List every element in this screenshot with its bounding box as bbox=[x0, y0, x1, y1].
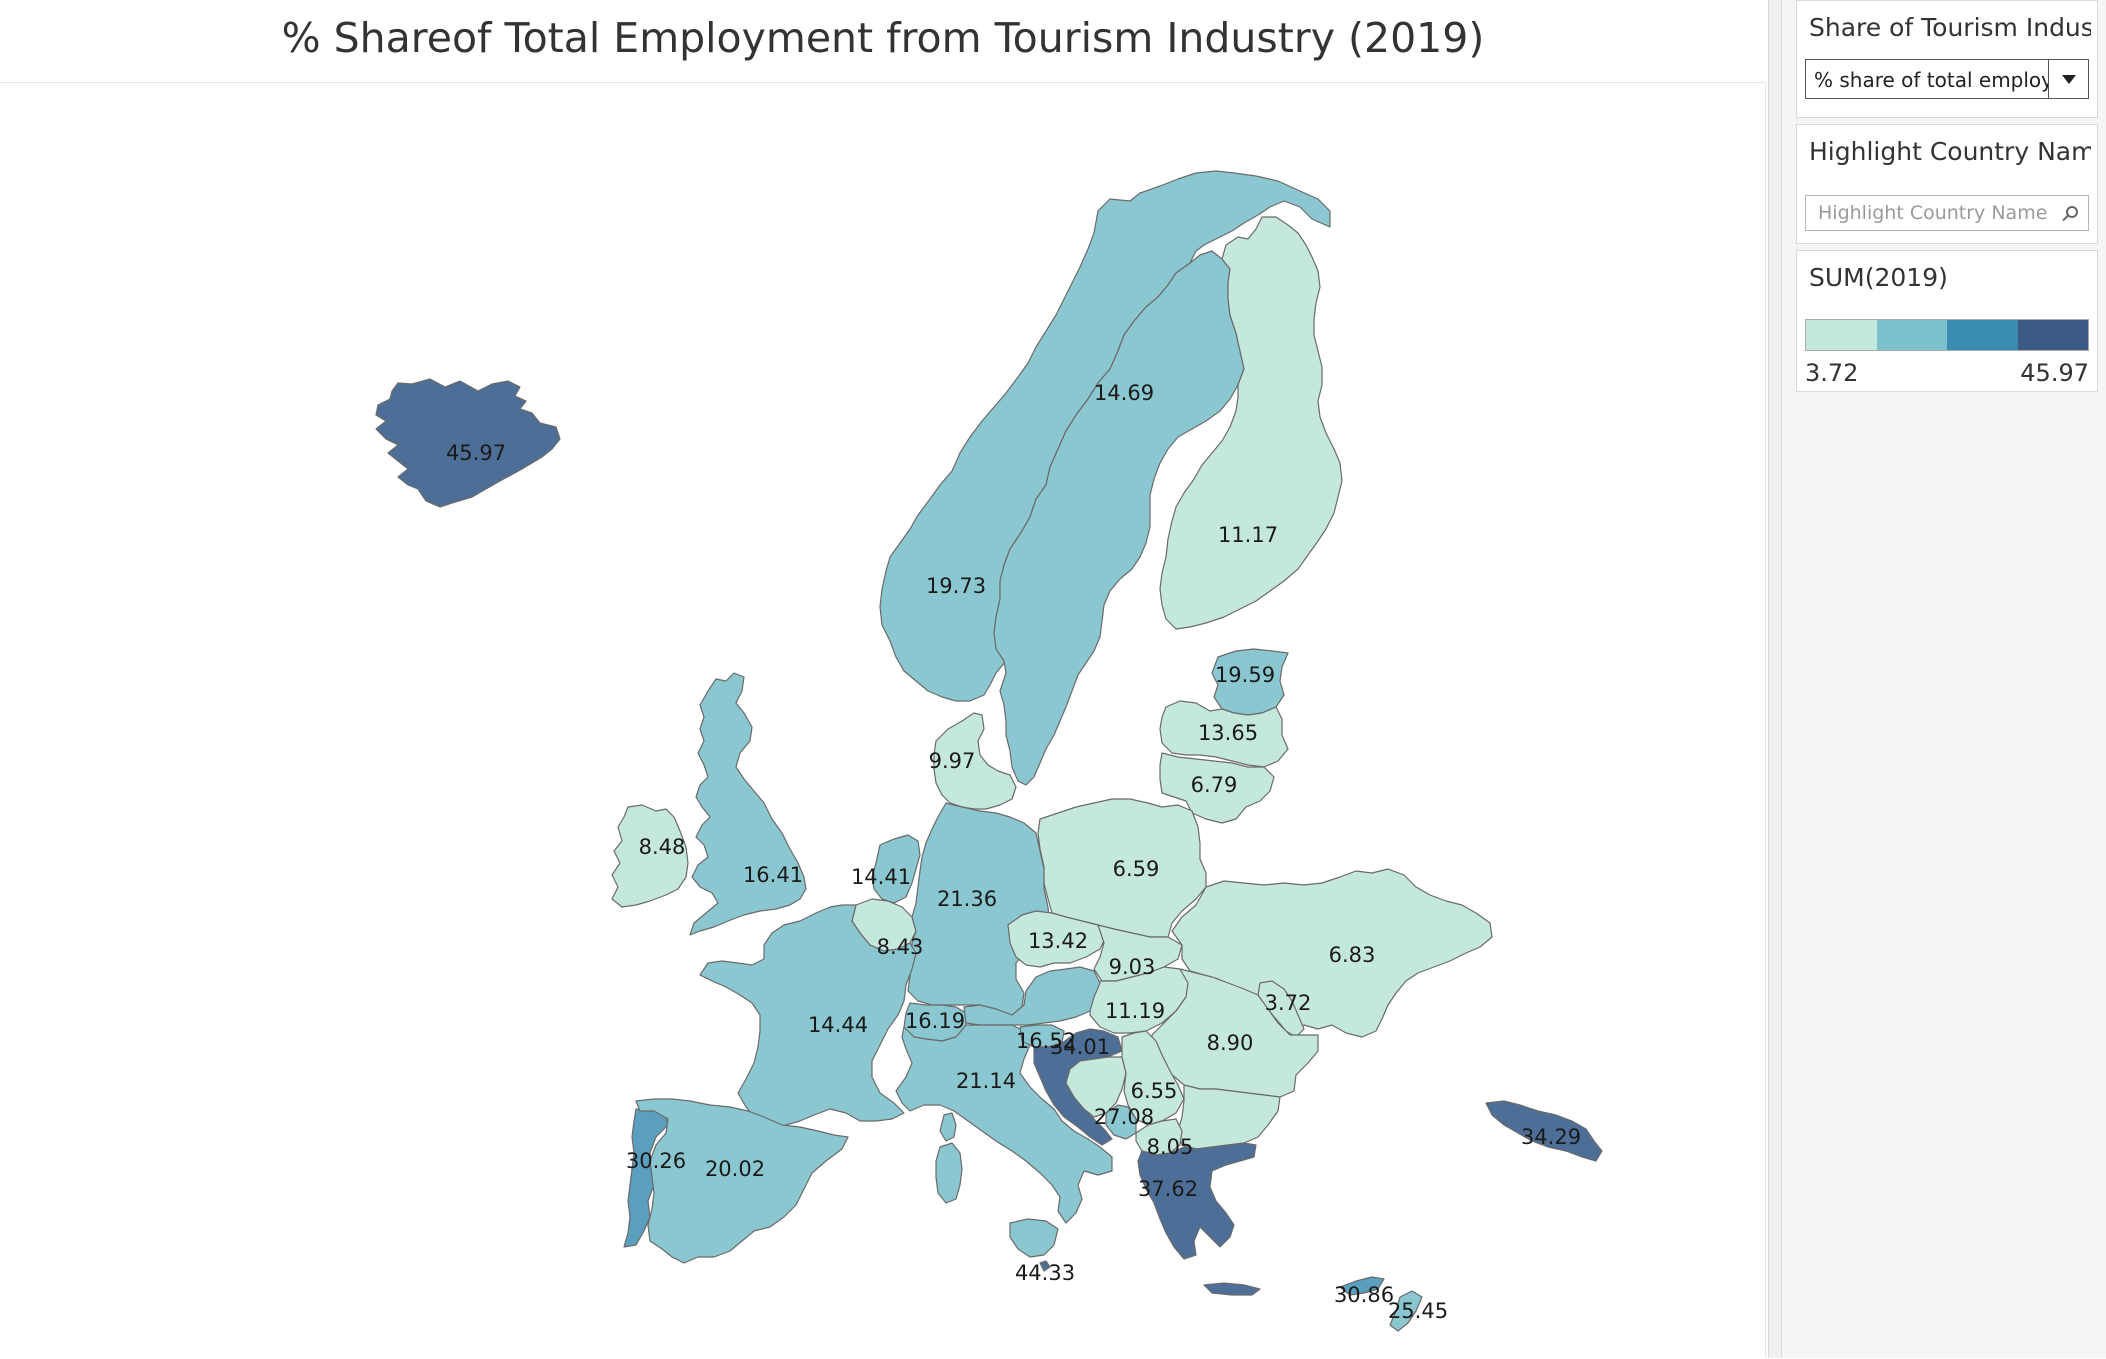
value-label-france: 14.44 bbox=[808, 1013, 868, 1037]
value-label-poland: 6.59 bbox=[1113, 857, 1160, 881]
value-label-slovenia: 16.52 bbox=[1016, 1029, 1076, 1053]
value-label-iceland: 45.97 bbox=[446, 441, 506, 465]
value-label-moldova: 3.72 bbox=[1265, 991, 1312, 1015]
value-label-denmark: 9.97 bbox=[929, 749, 976, 773]
value-label-italy: 21.14 bbox=[956, 1069, 1016, 1093]
value-label-netherlands: 14.41 bbox=[851, 865, 911, 889]
region-poland[interactable] bbox=[1037, 798, 1207, 938]
region-georgia[interactable] bbox=[1485, 1100, 1603, 1162]
region-ireland[interactable] bbox=[611, 804, 689, 908]
legend-card: SUM(2019) 3.72 45.97 bbox=[1796, 250, 2098, 392]
value-label-hungary: 11.19 bbox=[1105, 999, 1165, 1023]
highlight-search-box[interactable] bbox=[1805, 195, 2089, 231]
legend-swatch bbox=[2017, 320, 2088, 350]
region-malta[interactable] bbox=[1039, 1260, 1051, 1272]
region-portugal[interactable] bbox=[623, 1108, 669, 1248]
highlight-search-input[interactable] bbox=[1812, 200, 2054, 226]
value-label-lithuania: 6.79 bbox=[1191, 773, 1238, 797]
region-spain[interactable] bbox=[635, 1098, 849, 1264]
value-label-ireland: 8.48 bbox=[639, 835, 686, 859]
search-icon[interactable] bbox=[2066, 206, 2078, 218]
value-label-sweden: 14.69 bbox=[1094, 381, 1154, 405]
region-bosnia[interactable] bbox=[1065, 1056, 1127, 1118]
measure-dropdown[interactable]: % share of total employ... bbox=[1805, 59, 2089, 99]
value-label-spain: 20.02 bbox=[705, 1157, 765, 1181]
highlight-title: Highlight Country Name bbox=[1809, 137, 2091, 166]
region-denmark[interactable] bbox=[933, 712, 1017, 810]
dashboard-title: % Shareof Total Employment from Tourism … bbox=[281, 14, 1485, 62]
region-cyprus-north[interactable] bbox=[1339, 1276, 1385, 1296]
value-label-czechia: 13.42 bbox=[1028, 929, 1088, 953]
legend-swatch bbox=[1947, 320, 2018, 350]
value-label-croatia: 34.01 bbox=[1050, 1035, 1110, 1059]
region-cyprus[interactable] bbox=[1389, 1290, 1423, 1332]
value-label-romania: 8.90 bbox=[1207, 1031, 1254, 1055]
dropdown-selected-value: % share of total employ... bbox=[1814, 68, 2048, 92]
region-serbia[interactable] bbox=[1121, 1030, 1185, 1126]
region-iceland[interactable] bbox=[375, 378, 561, 508]
region-lithuania[interactable] bbox=[1159, 752, 1275, 824]
value-label-switzerland: 16.19 bbox=[905, 1009, 965, 1033]
side-panel: Share of Tourism Indust... % share of to… bbox=[1782, 0, 2106, 1358]
highlight-card: Highlight Country Name bbox=[1796, 124, 2098, 244]
region-italy-sicily[interactable] bbox=[1009, 1218, 1059, 1258]
value-label-malta: 44.33 bbox=[1015, 1261, 1075, 1285]
value-label-montenegro: 27.08 bbox=[1094, 1105, 1154, 1129]
region-italy-sardinia[interactable] bbox=[935, 1142, 963, 1204]
value-label-greece: 37.62 bbox=[1138, 1177, 1198, 1201]
europe-map[interactable]: 45.97 19.73 14.69 11.17 19.59 13.65 6.79… bbox=[0, 83, 1766, 1359]
value-label-cyprus: 25.45 bbox=[1388, 1299, 1448, 1323]
value-label-georgia: 34.29 bbox=[1521, 1125, 1581, 1149]
value-label-belgium: 8.43 bbox=[877, 935, 924, 959]
value-label-portugal: 30.26 bbox=[626, 1149, 686, 1173]
value-label-serbia: 6.55 bbox=[1131, 1079, 1178, 1103]
value-label-slovakia: 9.03 bbox=[1109, 955, 1156, 979]
value-label-cyprus-north: 30.86 bbox=[1334, 1283, 1394, 1307]
region-netherlands[interactable] bbox=[871, 834, 921, 904]
map-panel[interactable]: 45.97 19.73 14.69 11.17 19.59 13.65 6.79… bbox=[0, 82, 1766, 1358]
legend-swatch bbox=[1876, 320, 1947, 350]
region-greece[interactable] bbox=[1137, 1142, 1257, 1260]
chevron-down-icon[interactable] bbox=[2048, 60, 2088, 98]
value-label-north-macedonia: 8.05 bbox=[1147, 1135, 1194, 1159]
filter-title: Share of Tourism Indust... bbox=[1809, 13, 2091, 42]
region-sweden[interactable] bbox=[993, 250, 1245, 786]
value-label-norway: 19.73 bbox=[926, 574, 986, 598]
legend-min-label: 3.72 bbox=[1805, 359, 1859, 387]
value-label-uk: 16.41 bbox=[743, 863, 803, 887]
region-north-macedonia[interactable] bbox=[1135, 1118, 1183, 1156]
region-finland[interactable] bbox=[1159, 216, 1343, 630]
region-czechia[interactable] bbox=[1007, 910, 1107, 968]
legend-swatch bbox=[1806, 320, 1877, 350]
panel-divider[interactable] bbox=[1768, 0, 1782, 1358]
region-france-corsica[interactable] bbox=[939, 1112, 957, 1142]
color-ramp bbox=[1805, 319, 2089, 351]
value-label-ukraine: 6.83 bbox=[1329, 943, 1376, 967]
region-uk[interactable] bbox=[689, 672, 807, 936]
region-greece-crete[interactable] bbox=[1203, 1282, 1261, 1296]
filter-card: Share of Tourism Indust... % share of to… bbox=[1796, 0, 2098, 118]
legend-title: SUM(2019) bbox=[1809, 263, 1948, 292]
value-label-latvia: 13.65 bbox=[1198, 721, 1258, 745]
region-latvia[interactable] bbox=[1159, 700, 1289, 768]
value-label-estonia: 19.59 bbox=[1215, 663, 1275, 687]
value-label-finland: 11.17 bbox=[1218, 523, 1278, 547]
region-italy[interactable] bbox=[895, 1024, 1113, 1224]
legend-max-label: 45.97 bbox=[2020, 359, 2089, 387]
value-label-germany: 21.36 bbox=[937, 887, 997, 911]
